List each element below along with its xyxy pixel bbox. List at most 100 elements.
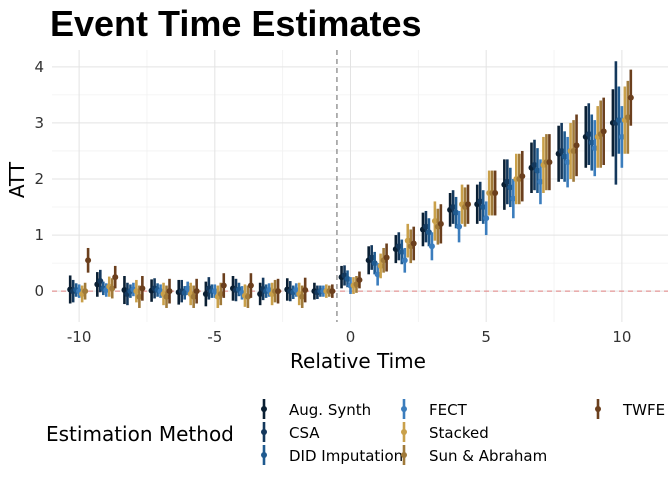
series-csa [70,61,619,306]
point [193,288,200,295]
point [139,285,146,292]
point [624,114,631,121]
point [112,274,119,281]
point [217,290,224,297]
point [425,229,432,236]
y-tick-label: 3 [34,114,44,132]
point [431,218,438,225]
point [422,223,429,230]
x-axis-title: Relative Time [290,349,426,373]
point [450,204,457,211]
legend-key-point [261,406,267,412]
point [371,260,378,267]
point [510,195,517,202]
point [477,198,484,205]
point [344,275,351,282]
point [534,167,541,174]
y-tick-label: 1 [34,226,44,244]
point [483,215,490,222]
point [353,281,360,288]
point [558,147,565,154]
point [561,153,568,160]
point [453,209,460,216]
point [456,223,463,230]
point [492,190,499,197]
point [377,262,384,269]
point [437,220,444,227]
y-axis-title: ATT [5,161,29,198]
legend-item: CSA [261,422,320,442]
point [564,159,571,166]
point [244,293,251,300]
x-tick-label: -10 [67,328,92,346]
point [465,201,472,208]
point [109,285,116,292]
point [163,293,170,300]
point [368,254,375,261]
x-tick-label: 5 [481,328,491,346]
legend-label: FECT [429,401,468,419]
x-tick-label: -5 [207,328,222,346]
point [395,243,402,250]
legend-item: TWFE [595,399,665,419]
legend-item: Aug. Synth [261,399,371,419]
point [257,290,264,297]
point [519,173,526,180]
point [299,293,306,300]
point [537,178,544,185]
point [190,293,197,300]
data-marks [67,61,634,308]
point [181,289,188,296]
y-tick-label: 0 [34,282,44,300]
x-tick-label: 0 [346,328,356,346]
point [615,117,622,124]
x-axis-ticks: -10 -5 0 5 10 [67,328,632,346]
legend-item: Sun & Abraham [401,445,547,465]
point [618,133,625,140]
point [211,288,218,295]
legend-key-point [401,452,407,458]
point [570,147,577,154]
point [302,287,309,294]
legend-key-point [261,429,267,435]
x-tick-label: 10 [612,328,631,346]
point [404,237,411,244]
legend-item: DID Imputation [261,445,403,465]
legend-label: Aug. Synth [289,401,371,419]
point [588,139,595,146]
point [585,131,592,138]
point [573,142,580,149]
point [531,161,538,168]
series-sun-abraham [82,80,631,308]
point [82,288,89,295]
point [166,288,173,295]
legend-key-point [261,452,267,458]
point [398,248,405,255]
series-stacked [79,86,628,308]
point [85,257,92,264]
point [480,204,487,211]
y-axis-ticks: 0 1 2 3 4 [34,58,44,300]
point [507,184,514,191]
point [136,293,143,300]
point [184,285,191,292]
series-fect [76,106,625,300]
point [220,282,227,289]
legend-label: Sun & Abraham [429,447,547,465]
point [275,288,282,295]
legend-label: CSA [289,424,320,442]
legend-item: FECT [401,399,468,419]
point [133,288,140,295]
legend-item: Stacked [401,422,489,442]
point [591,145,598,152]
point [383,254,390,261]
legend-key-point [401,406,407,412]
y-tick-label: 4 [34,58,44,76]
series-aug-synth [67,89,616,307]
y-tick-label: 2 [34,170,44,188]
point [97,278,104,285]
legend-title: Estimation Method [46,422,234,446]
legend-key-point [401,429,407,435]
point [202,290,209,297]
